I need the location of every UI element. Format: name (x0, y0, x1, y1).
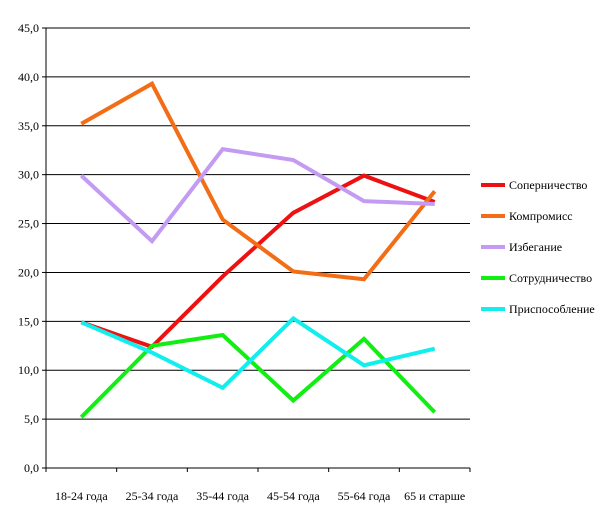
series-line (80, 315, 436, 391)
legend-label: Приспособление (509, 302, 595, 316)
legend-label: Соперничество (509, 178, 587, 192)
legend-label: Сотрудничество (509, 271, 592, 285)
y-tick-label: 45,0 (18, 21, 39, 35)
series-line (79, 332, 437, 419)
axes (45, 28, 471, 472)
y-tick-label: 5,0 (24, 412, 39, 426)
legend-label: Избегание (509, 240, 562, 254)
y-tick-label: 15,0 (18, 314, 39, 328)
x-tick-label: 55-64 года (338, 489, 391, 503)
x-tick-label: 65 и старше (404, 489, 465, 503)
legend: Соперничество Компромисс Избегание Сотрудни… (481, 178, 595, 316)
x-tick-label: 18-24 года (55, 489, 108, 503)
x-tick-label: 45-54 года (267, 489, 320, 503)
y-tick-label: 35,0 (18, 119, 39, 133)
x-tick-label: 25-34 года (126, 489, 179, 503)
series-line (79, 147, 435, 245)
gridlines (42, 27, 470, 469)
y-tick-label: 20,0 (18, 265, 39, 279)
y-tick-label: 25,0 (18, 217, 39, 231)
y-tick-label: 0,0 (24, 461, 39, 475)
y-tick-label: 10,0 (18, 363, 39, 377)
y-tick-label: 40,0 (18, 70, 39, 84)
y-axis-tick-labels: 0,0 5,0 10,0 15,0 20,0 25,0 30,0 35,0 40,0 45,0 (18, 21, 39, 475)
series-lines (79, 80, 437, 419)
y-tick-label: 30,0 (18, 168, 39, 182)
legend-label: Компромисс (509, 209, 573, 223)
x-tick-label: 35-44 года (196, 489, 249, 503)
series-line (80, 80, 437, 282)
x-axis-tick-labels: 18-24 года 25-34 года 35-44 года 45-54 года… (55, 489, 465, 503)
